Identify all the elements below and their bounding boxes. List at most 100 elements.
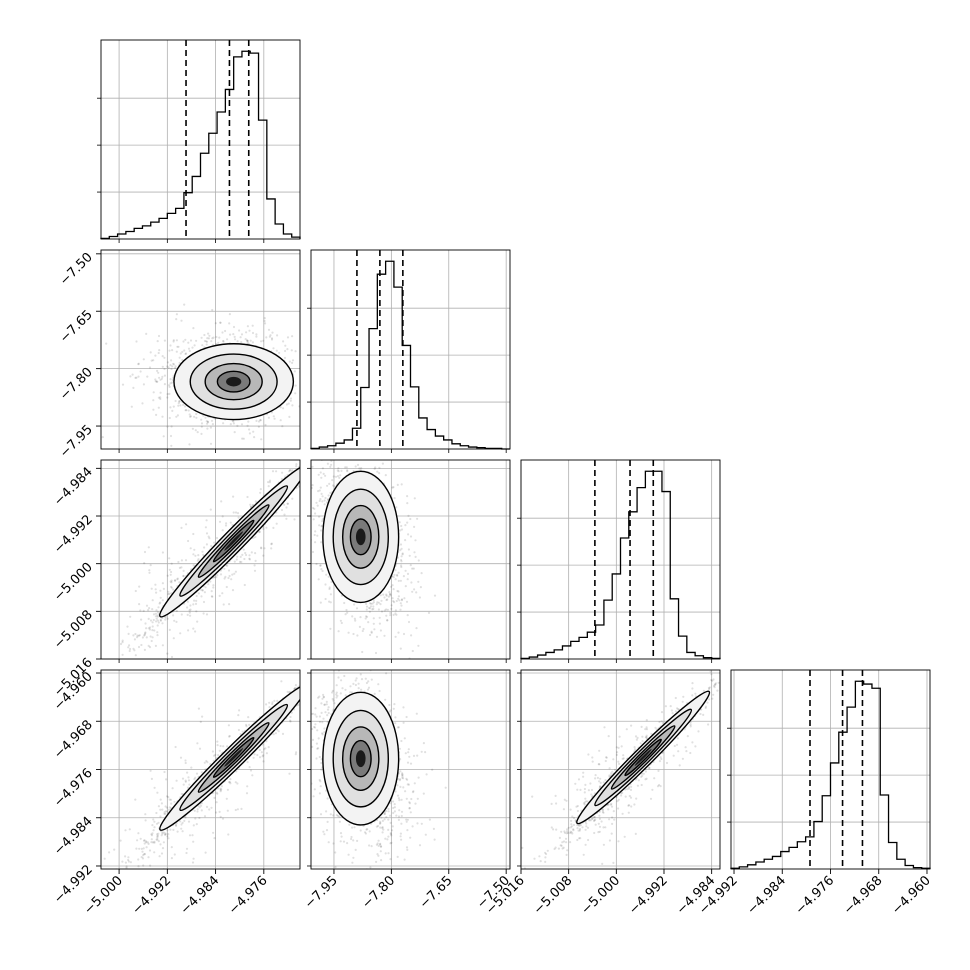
scatter-point <box>262 554 265 557</box>
scatter-point <box>259 419 262 422</box>
scatter-point <box>148 366 152 369</box>
scatter-point <box>206 337 209 340</box>
scatter-point <box>304 478 306 480</box>
scatter-point <box>158 376 161 379</box>
scatter-point <box>313 463 315 465</box>
scatter-point <box>414 555 417 559</box>
scatter-point <box>163 811 166 814</box>
scatter-point <box>180 319 183 322</box>
scatter-point <box>324 597 327 601</box>
scatter-point <box>361 650 364 654</box>
scatter-point <box>138 847 141 850</box>
scatter-point <box>398 599 401 602</box>
scatter-point <box>354 465 357 468</box>
scatter-point <box>373 628 376 631</box>
scatter-point <box>300 532 302 534</box>
scatter-point <box>135 376 138 379</box>
scatter-point <box>291 404 294 407</box>
scatter-point <box>364 432 366 434</box>
scatter-point <box>161 622 164 625</box>
scatter-point <box>302 472 304 474</box>
scatter-point <box>252 756 255 759</box>
scatter-point <box>400 599 403 602</box>
scatter-point <box>322 472 325 475</box>
scatter-point <box>268 701 271 704</box>
scatter-point <box>205 340 209 343</box>
scatter-point <box>338 426 340 428</box>
scatter-point <box>236 340 239 343</box>
joint-content <box>101 303 314 447</box>
scatter-point <box>186 606 189 609</box>
scatter-point <box>271 702 274 706</box>
scatter-point <box>301 444 303 446</box>
scatter-point <box>287 402 290 405</box>
scatter-point <box>222 340 225 343</box>
scatter-point <box>147 856 150 859</box>
scatter-point <box>166 425 169 428</box>
scatter-point <box>169 828 172 831</box>
scatter-point <box>405 600 409 603</box>
scatter-point <box>393 573 396 577</box>
scatter-point <box>156 838 159 841</box>
scatter-point <box>340 621 343 625</box>
scatter-point <box>183 405 187 408</box>
scatter-point <box>127 860 130 863</box>
scatter-point <box>159 702 161 704</box>
scatter-point <box>185 847 189 850</box>
scatter-point <box>196 808 199 811</box>
scatter-point <box>142 854 145 857</box>
scatter-point <box>284 344 287 347</box>
scatter-point <box>175 339 178 342</box>
scatter-point <box>222 339 225 343</box>
scatter-point <box>289 720 292 723</box>
scatter-point <box>232 420 235 423</box>
scatter-point <box>276 699 279 703</box>
scatter-point <box>134 376 137 379</box>
scatter-point <box>123 660 125 662</box>
scatter-point <box>223 577 226 580</box>
scatter-point <box>262 760 265 763</box>
scatter-point <box>290 711 293 714</box>
joint-panel-1-2 <box>300 426 511 660</box>
scatter-point <box>206 427 209 430</box>
scatter-point <box>276 334 279 337</box>
scatter-point <box>146 375 149 378</box>
scatter-point <box>277 730 280 733</box>
scatter-point <box>169 573 172 576</box>
scatter-point <box>248 766 251 769</box>
scatter-point <box>148 569 151 572</box>
scatter-point <box>169 378 172 381</box>
marginal-panel-0 <box>97 39 301 240</box>
scatter-point <box>395 506 398 509</box>
scatter-point <box>378 472 381 475</box>
scatter-point <box>244 551 247 555</box>
scatter-point <box>414 539 417 542</box>
scatter-point <box>289 469 292 472</box>
scatter-point <box>257 425 260 428</box>
scatter-point <box>312 455 314 457</box>
scatter-point <box>208 334 211 337</box>
scatter-point <box>264 423 267 427</box>
scatter-point <box>245 723 248 727</box>
scatter-point <box>151 599 154 602</box>
scatter-point <box>141 857 145 860</box>
scatter-point <box>229 423 232 426</box>
scatter-point <box>318 455 320 457</box>
scatter-point <box>322 681 324 683</box>
scatter-point <box>161 355 164 358</box>
scatter-point <box>312 352 314 354</box>
scatter-point <box>400 564 403 567</box>
scatter-point <box>399 647 402 650</box>
scatter-point <box>392 613 395 617</box>
scatter-point <box>346 611 349 614</box>
scatter-point <box>305 678 307 680</box>
scatter-point <box>134 654 137 657</box>
scatter-point <box>389 593 392 596</box>
scatter-point <box>339 441 341 443</box>
scatter-point <box>195 599 198 603</box>
scatter-point <box>345 466 348 469</box>
scatter-point <box>179 352 182 355</box>
scatter-point <box>156 380 159 383</box>
scatter-point <box>411 590 414 593</box>
scatter-point <box>251 774 254 777</box>
